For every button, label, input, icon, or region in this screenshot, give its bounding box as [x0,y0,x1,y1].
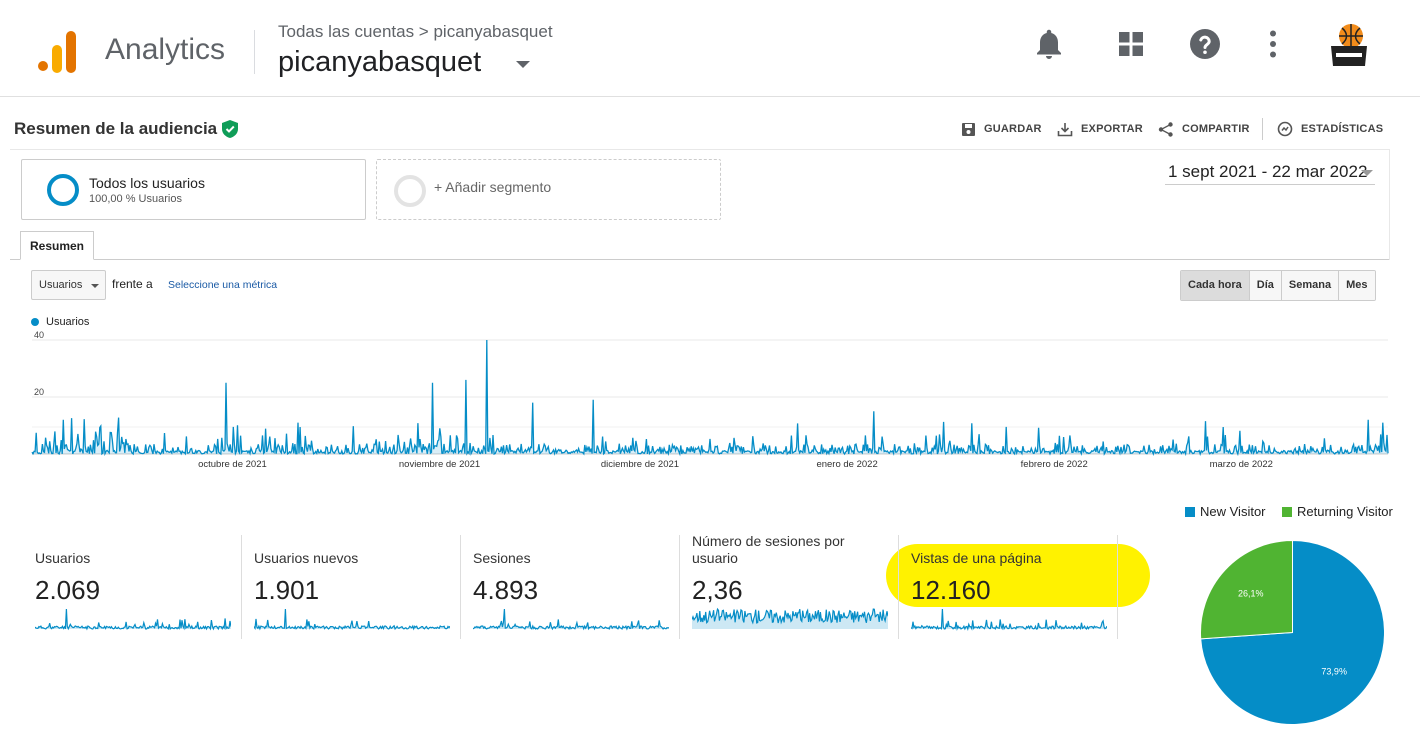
scorecard-divider [898,535,899,639]
sparkline-line [254,608,450,631]
visitor-type-pie-chart[interactable]: 73,9% 26,1% [1195,535,1390,730]
save-icon [962,122,975,136]
tab-resumen[interactable]: Resumen [20,231,94,260]
sparkline-line [692,607,888,625]
x-tick-label: noviembre de 2021 [399,459,480,470]
scorecard-divider [241,535,242,639]
actions-divider [1262,118,1263,140]
x-tick-label: marzo de 2022 [1210,459,1273,470]
caret-down-icon[interactable] [516,61,530,68]
panel-border [1389,150,1390,260]
versus-label: frente a [112,277,153,291]
header-divider [254,30,255,74]
title-divider [10,149,1390,150]
metric-dropdown[interactable]: Usuarios [31,270,106,300]
scorecard-divider [460,535,461,639]
legend-swatch [1185,506,1195,517]
scorecard-label: Vistas de una página [911,550,1042,566]
top-app-bar: Analytics Todas las cuentas > picanyabas… [0,0,1420,97]
sparkline-line [473,608,669,631]
scorecard-divider [1117,535,1118,639]
scorecard-value: 2.069 [35,575,101,605]
scorecard-divider [679,535,680,639]
sparkline [254,608,450,631]
pie-slice-label: 73,9% [1321,666,1347,676]
caret-down-icon[interactable] [91,284,99,288]
segment-empty-ring-icon [394,175,426,207]
scorecard-value: 4.893 [473,575,539,605]
share-button[interactable]: COMPARTIR [1158,121,1250,137]
export-icon [1057,122,1073,136]
period-month-button[interactable]: Mes [1338,271,1375,300]
sparkline [911,608,1107,631]
insights-button[interactable]: ESTADÍSTICAS [1277,121,1383,137]
scorecard-value: 2,36 [692,575,743,605]
pie-slice-returning-visitor[interactable] [1200,539,1293,640]
help-icon[interactable] [1187,26,1223,62]
y-tick-label: 40 [34,330,44,340]
scorecard-label: Usuarios [35,550,91,566]
select-metric-link[interactable]: Seleccione una métrica [168,279,278,291]
segment-all-users[interactable]: Todos los usuarios 100,00 % Usuarios [21,159,366,220]
account-selector[interactable]: picanyabasquet [278,46,482,78]
scorecard-value: 1.901 [254,575,320,605]
more-vert-icon[interactable] [1255,26,1291,62]
analytics-logo[interactable] [38,31,78,73]
add-segment-button[interactable]: + Añadir segmento [376,159,721,220]
segment-name: Todos los usuarios [89,175,205,191]
legend-dot-usuarios [31,318,39,326]
period-toggle: Cada hora Día Semana Mes [1180,270,1376,301]
pie-slice-label: 26,1% [1238,589,1264,599]
scorecard-value: 12.160 [911,575,991,605]
period-day-button[interactable]: Día [1248,271,1281,300]
x-tick-label: febrero de 2022 [1021,459,1088,470]
pie-legend-new[interactable]: New Visitor [1185,504,1266,519]
x-tick-label: octubre de 2021 [198,459,267,470]
legend-label-usuarios: Usuarios [46,316,90,328]
users-line-chart[interactable]: 40 20 octubre de 2021 noviembre de 2021 dici… [0,326,1420,476]
x-tick-label: diciembre de 2021 [601,459,679,470]
app-name: Analytics [105,33,226,66]
date-range-picker[interactable]: 1 sept 2021 - 22 mar 2022 [1168,162,1368,181]
sparkline [692,607,888,629]
highlight-marker [886,544,1150,607]
breadcrumb[interactable]: Todas las cuentas > picanyabasquet [278,22,553,41]
segment-percent: 100,00 % Usuarios [89,193,182,205]
sparkline-line [911,608,1107,631]
sparkline [473,608,669,631]
save-button[interactable]: GUARDAR [961,121,1042,137]
caret-down-icon[interactable] [1361,170,1373,176]
date-underline [1165,184,1375,185]
account-avatar[interactable] [1327,20,1371,68]
insights-icon [1277,121,1293,137]
bell-icon[interactable] [1031,26,1067,62]
apps-grid-icon[interactable] [1113,26,1149,62]
x-tick-label: enero de 2022 [816,459,877,470]
export-button[interactable]: EXPORTAR [1057,121,1143,137]
sparkline-area [254,609,450,629]
legend-swatch [1282,506,1292,517]
period-hourly-button[interactable]: Cada hora [1181,271,1249,300]
period-week-button[interactable]: Semana [1280,271,1339,300]
pie-legend-returning[interactable]: Returning Visitor [1282,504,1393,519]
sparkline [35,608,231,631]
series-line-usuarios [31,339,1389,457]
scorecard-label: Número de sesiones por usuario [692,533,845,566]
y-tick-label: 20 [34,387,44,397]
share-icon [1158,121,1173,137]
verified-shield-icon [222,120,238,138]
sparkline-line [35,608,231,631]
scorecard-label: Sesiones [473,550,531,566]
report-title: Resumen de la audiencia [14,119,218,138]
scorecard-label: Usuarios nuevos [254,550,359,566]
tab-divider [10,259,1390,260]
segment-ring-icon [47,174,79,206]
add-segment-label: + Añadir segmento [434,179,552,195]
